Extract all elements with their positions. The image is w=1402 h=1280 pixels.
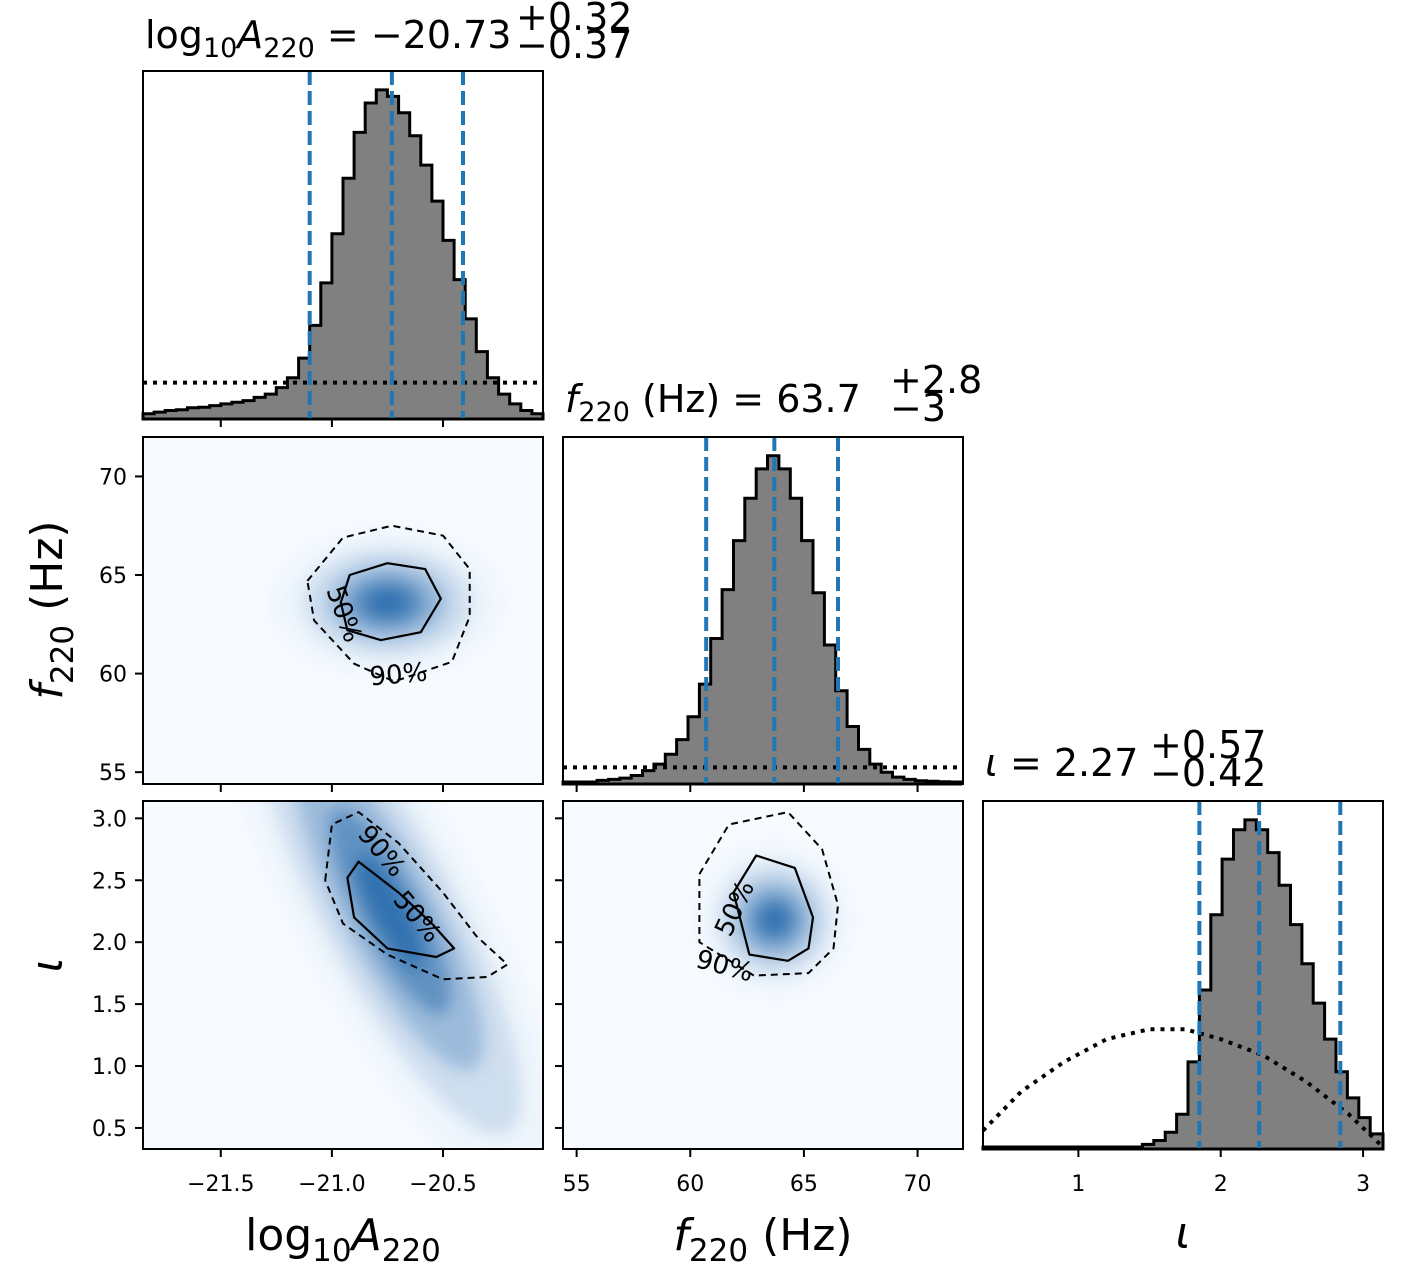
title-logA-plus: +0.32 [516, 0, 632, 39]
title-f-minus: −3 [890, 386, 946, 430]
panel-frame-2-2 [982, 800, 1384, 1150]
density-panel-iota_vs_logA: 90%50% [143, 801, 543, 1149]
y-tick-label: 2.0 [92, 931, 127, 956]
contour-90 [698, 811, 839, 977]
panel-frame-2-0 [142, 800, 544, 1150]
x-tick-label: 55 [563, 1172, 591, 1197]
density-panel-iota_vs_f: 50%90% [563, 801, 963, 1149]
x-tick-label: 65 [790, 1172, 818, 1197]
y-axis-label-f: f220 (Hz) [22, 520, 81, 699]
x-tick-label: −20.5 [409, 1172, 476, 1197]
y-tick-label: 1.5 [92, 993, 127, 1018]
title-logA: log10A220 = −20.73 [145, 13, 511, 64]
x-axis-label-iota: ι [1176, 1208, 1191, 1259]
density-level [760, 905, 789, 935]
x-tick-label: 60 [676, 1172, 704, 1197]
panel-frame-1-0 [142, 436, 544, 785]
density-level [366, 589, 409, 617]
density-cloud [302, 548, 473, 658]
x-tick-label: 3 [1356, 1172, 1370, 1197]
title-logA-minus: −0.37 [516, 23, 632, 67]
y-axis-label-iota: ι [22, 958, 73, 973]
contour-label: 90% [368, 658, 428, 693]
density-cloud [257, 801, 523, 1136]
y-tick-label: 70 [99, 465, 127, 490]
x-tick-label: 1 [1071, 1172, 1085, 1197]
contour-50 [346, 860, 456, 959]
histogram-panel-logA [141, 71, 545, 421]
y-tick-label: 1.0 [92, 1055, 127, 1080]
contour-90 [306, 524, 471, 683]
x-axis-label-f: f220 (Hz) [673, 1210, 852, 1269]
x-axis-label-logA: log10A220 [245, 1210, 441, 1269]
histogram-bars [561, 454, 963, 786]
y-tick-label: 65 [99, 564, 127, 589]
x-tick-label: −21.0 [298, 1172, 365, 1197]
title-f-plus: +2.8 [890, 358, 982, 402]
y-tick-label: 60 [99, 663, 127, 688]
title-iota: ι = 2.27 [985, 741, 1138, 785]
title-iota-plus: +0.57 [1150, 723, 1266, 767]
density-level [356, 855, 423, 968]
contour-90 [324, 811, 509, 981]
y-tick-label: 55 [99, 761, 127, 786]
y-tick-label: 3.0 [92, 807, 127, 832]
panel-frame-1-1 [562, 436, 964, 785]
histogram-panel-f [561, 437, 963, 786]
histogram-panel-iota [981, 801, 1385, 1151]
histogram-bars [141, 88, 545, 421]
contour-50 [339, 562, 442, 642]
title-f: f220 (Hz) = 63.7 [565, 377, 861, 428]
panel-frame-2-1 [562, 800, 964, 1150]
title-iota-minus: −0.42 [1150, 751, 1266, 795]
density-panel-f_vs_logA: 50%90% [143, 437, 543, 784]
x-tick-label: 2 [1214, 1172, 1228, 1197]
y-tick-label: 2.5 [92, 869, 127, 894]
histogram-bars [981, 818, 1385, 1151]
x-tick-label: 70 [904, 1172, 932, 1197]
y-tick-label: 0.5 [92, 1117, 127, 1142]
x-tick-label: −21.5 [187, 1172, 254, 1197]
panel-frame-0-0 [142, 70, 544, 420]
contour-50 [732, 854, 815, 962]
